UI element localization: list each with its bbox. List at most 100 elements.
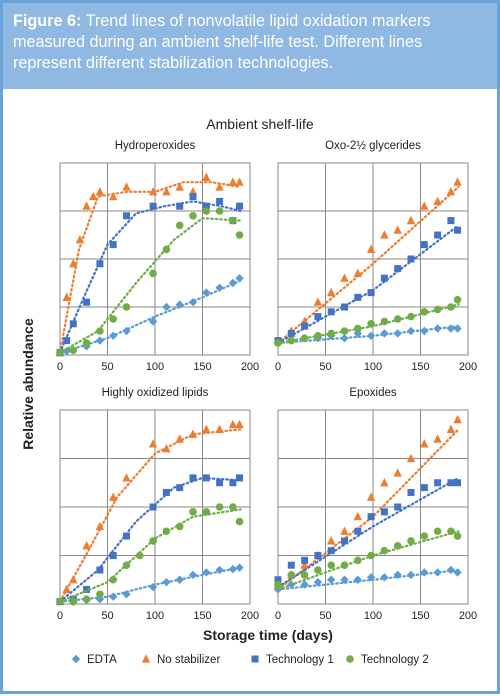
data-point	[433, 196, 442, 205]
data-point	[89, 191, 98, 201]
data-point	[122, 303, 131, 311]
data-point	[202, 202, 210, 210]
data-point	[406, 570, 416, 580]
data-point	[380, 508, 388, 516]
data-point	[62, 346, 71, 356]
data-point	[228, 419, 238, 429]
data-point	[353, 575, 362, 584]
x-tick-label: 50	[319, 610, 331, 622]
data-point	[82, 339, 91, 347]
data-point	[447, 303, 455, 311]
legend-label: Technology 2	[361, 654, 429, 666]
data-point	[95, 521, 105, 530]
data-point	[454, 479, 462, 487]
data-point	[215, 207, 224, 215]
data-point	[433, 568, 442, 577]
data-point	[353, 268, 362, 277]
data-point	[188, 298, 198, 307]
data-point	[82, 541, 91, 550]
panel-title: Epoxides	[349, 387, 397, 399]
data-point	[136, 551, 144, 560]
data-point	[354, 556, 362, 565]
data-point	[453, 568, 462, 577]
data-point	[69, 597, 78, 606]
data-point	[300, 560, 309, 569]
data-point	[122, 561, 131, 569]
data-point	[433, 305, 442, 314]
data-point	[340, 526, 349, 535]
x-tick-label: 200	[241, 610, 259, 622]
data-point	[235, 419, 244, 429]
data-point	[406, 453, 416, 463]
data-point	[340, 334, 349, 343]
data-point	[274, 580, 282, 589]
data-point	[96, 260, 104, 268]
data-point	[327, 575, 336, 584]
x-tick-label: 200	[459, 361, 477, 373]
data-point	[162, 527, 171, 536]
data-point	[327, 547, 335, 555]
x-tick-label: 200	[241, 361, 259, 373]
data-point	[189, 193, 197, 201]
data-point	[380, 546, 389, 555]
data-point	[56, 348, 64, 357]
series-no-stabilizer	[55, 419, 244, 606]
data-point	[367, 289, 375, 297]
data-point	[380, 230, 389, 239]
panel-hydroperoxides: 0 50 100 150 200 Hydroperoxides	[55, 140, 259, 373]
data-point	[393, 570, 402, 580]
data-point	[109, 315, 117, 323]
data-point	[447, 527, 455, 536]
data-point	[215, 283, 224, 292]
data-point	[62, 292, 71, 301]
chart-area: Ambient shelf-life Relative abundance St…	[3, 89, 497, 691]
trend-line	[276, 428, 460, 591]
data-point	[354, 324, 362, 333]
data-point	[236, 474, 244, 482]
data-point	[82, 201, 91, 210]
data-point	[175, 221, 184, 230]
data-point	[188, 570, 198, 580]
legend-label: EDTA	[87, 654, 117, 666]
data-point	[215, 182, 224, 191]
data-point	[274, 339, 282, 347]
data-point	[274, 576, 282, 584]
data-point	[189, 508, 197, 516]
figure-caption: Figure 6: Trend lines of nonvolatile lip…	[3, 3, 497, 89]
data-point	[380, 317, 389, 326]
data-point	[287, 336, 296, 345]
data-point	[420, 439, 429, 448]
data-point	[75, 235, 85, 244]
data-point	[176, 484, 184, 492]
data-point	[287, 329, 295, 337]
data-point	[229, 216, 237, 225]
data-point	[175, 300, 184, 309]
data-point	[327, 308, 335, 316]
data-point	[354, 293, 362, 301]
series-technology-1	[274, 476, 462, 589]
data-point	[313, 297, 323, 306]
data-point	[123, 532, 130, 540]
series-technology-1	[274, 217, 462, 345]
data-point	[96, 590, 104, 599]
data-point	[393, 329, 402, 338]
data-point	[235, 274, 244, 283]
data-point	[354, 527, 362, 535]
panel-title: Hydroperoxides	[115, 140, 196, 152]
x-tick-label: 0	[57, 361, 63, 373]
data-point	[341, 303, 348, 311]
data-point	[454, 226, 462, 234]
series-technology-2	[274, 296, 462, 347]
data-point	[202, 568, 211, 577]
x-tick-label: 0	[275, 610, 281, 622]
data-point	[327, 536, 336, 545]
legend-marker-triangle	[141, 654, 151, 663]
data-point	[56, 597, 64, 606]
data-point	[447, 217, 455, 225]
data-point	[202, 172, 211, 181]
y-axis-label: Relative abundance	[20, 318, 36, 450]
data-point	[314, 552, 322, 559]
data-point	[162, 187, 171, 196]
caption-label: Figure 6:	[13, 12, 82, 30]
trend-line	[58, 200, 242, 354]
